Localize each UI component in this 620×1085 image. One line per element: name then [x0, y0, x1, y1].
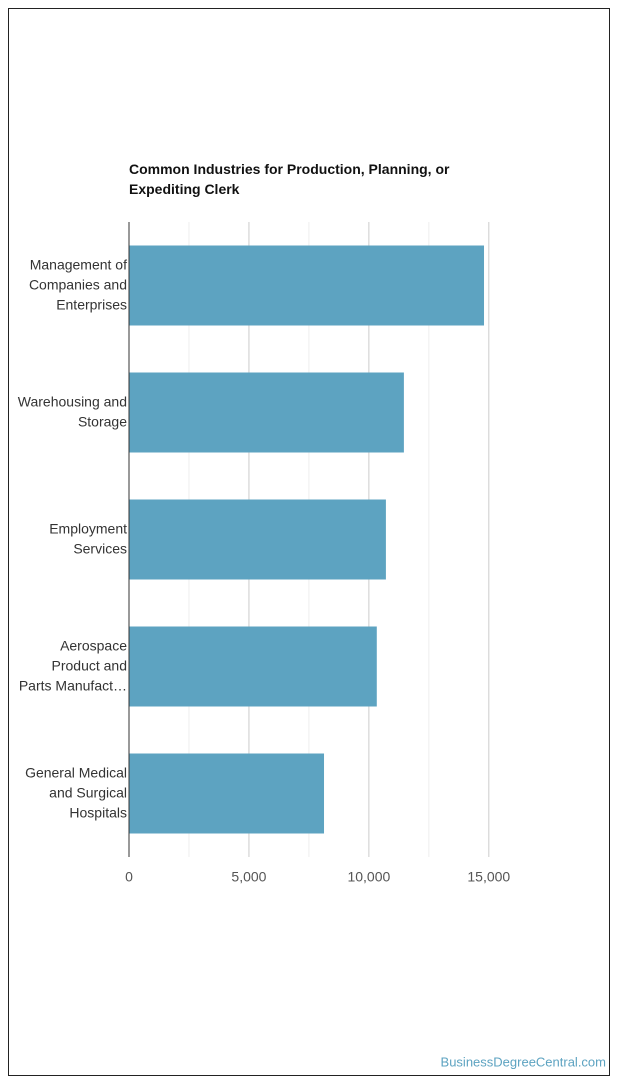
- x-tick-label: 10,000: [347, 869, 390, 885]
- y-tick-label: General Medical and Surgical Hospitals: [25, 764, 127, 820]
- y-tick-label: Employment Services: [49, 520, 127, 556]
- frame: [8, 8, 610, 1076]
- bar: [129, 753, 325, 834]
- chart-title: Common Industries for Production, Planni…: [129, 161, 450, 197]
- x-tick-label: 15,000: [467, 869, 510, 885]
- x-tick-label: 0: [125, 869, 133, 885]
- y-tick-label: Management of Companies and Enterprises: [29, 256, 127, 312]
- bar: [129, 499, 386, 580]
- y-tick-label: Warehousing and Storage: [18, 393, 127, 429]
- bar: [129, 626, 377, 707]
- y-tick-label: Aerospace Product and Parts Manufact…: [19, 637, 127, 693]
- x-tick-label: 5,000: [231, 869, 266, 885]
- bar: [129, 372, 404, 453]
- footer: BusinessDegreeCentral.com: [441, 1054, 606, 1069]
- bar: [129, 245, 485, 326]
